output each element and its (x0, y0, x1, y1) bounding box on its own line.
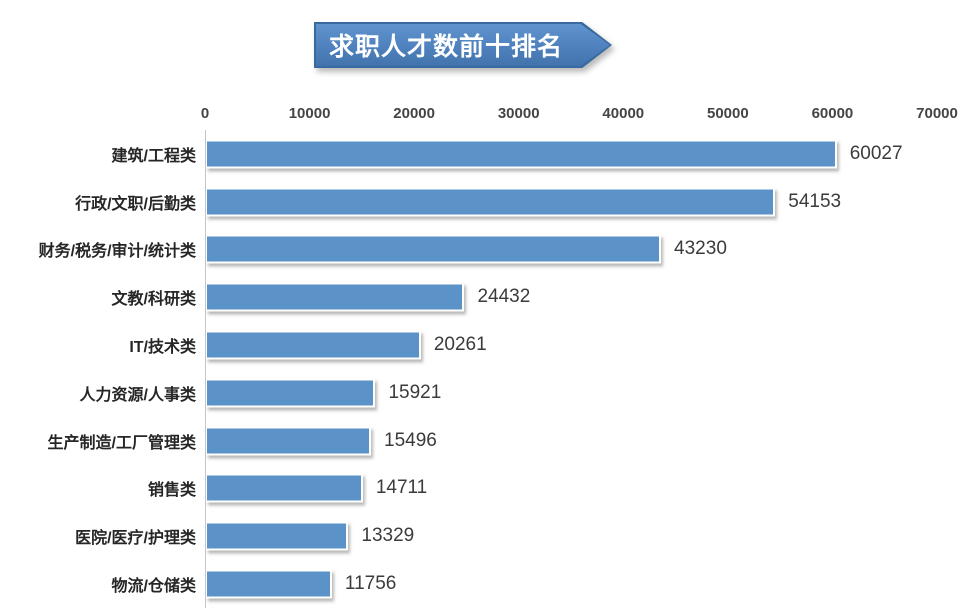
bar (206, 569, 332, 599)
x-axis-tick-label: 70000 (916, 105, 958, 122)
x-axis-tick-label: 10000 (288, 105, 331, 122)
chart-row: 建筑/工程类 60027 (112, 130, 938, 178)
category-label: 销售类 (147, 482, 196, 500)
x-axis-tick-label: 40000 (602, 105, 645, 122)
bar (206, 378, 376, 408)
value-label: 24432 (477, 286, 531, 308)
value-label: 60027 (849, 142, 903, 164)
x-axis-tick-label: 60000 (811, 105, 854, 122)
title-banner: 求职人才数前十排名 (314, 22, 612, 68)
bar (206, 282, 465, 312)
bar (206, 426, 372, 456)
value-label: 20261 (433, 334, 487, 356)
chart-row: 人力资源/人事类 15921 (80, 369, 938, 417)
value-label: 13329 (361, 525, 415, 547)
category-label: 文教/科研类 (111, 291, 196, 309)
chart-row: 行政/文职/后勤类 54153 (75, 178, 938, 226)
value-label: 14711 (375, 477, 428, 499)
chart-row: 文教/科研类 24432 (112, 273, 938, 321)
chart-row: 医院/医疗/护理类 13329 (75, 512, 938, 560)
category-label: 财务/税务/审计/统计类 (38, 243, 196, 261)
title-banner-body: 求职人才数前十排名 (316, 24, 610, 66)
bar (206, 187, 776, 217)
bar (206, 330, 421, 360)
x-axis-tick-label: 0 (200, 105, 210, 122)
bar (206, 473, 363, 503)
category-label: IT/技术类 (129, 339, 196, 357)
chart-row: 销售类 14711 (148, 465, 938, 513)
x-axis-tick-label: 30000 (497, 105, 540, 122)
value-label: 15921 (388, 381, 442, 403)
value-label: 43230 (674, 238, 727, 260)
category-label: 生产制造/工厂管理类 (47, 434, 196, 452)
category-label: 建筑/工程类 (111, 147, 196, 165)
category-label: 物流/仓储类 (111, 578, 196, 596)
x-axis: 0 10000 20000 30000 40000 50000 60000 70000 (201, 105, 958, 125)
category-label: 行政/文职/后勤类 (75, 195, 196, 213)
x-axis-tick-label: 50000 (706, 105, 749, 122)
plot-area: 建筑/工程类 60027 行政/文职/后勤类 54153 财务/税务/审计/统计类 432… (39, 130, 938, 608)
value-label: 11756 (344, 573, 397, 595)
value-label: 54153 (788, 190, 842, 212)
chart-row: 物流/仓储类 11756 (112, 560, 938, 608)
x-axis-tick-label: 20000 (393, 105, 435, 122)
chart-row: 生产制造/工厂管理类 15496 (48, 417, 938, 465)
category-label: 人力资源/人事类 (79, 386, 196, 404)
bar (206, 521, 349, 551)
chart-title: 求职人才数前十排名 (328, 32, 563, 61)
chart-row: 财务/税务/审计/统计类 43230 (39, 226, 938, 274)
bar (206, 139, 837, 169)
value-label: 15496 (384, 429, 437, 451)
bar (206, 234, 662, 264)
chart-row: IT/技术类 20261 (129, 321, 938, 369)
category-label: 医院/医疗/护理类 (75, 530, 196, 548)
